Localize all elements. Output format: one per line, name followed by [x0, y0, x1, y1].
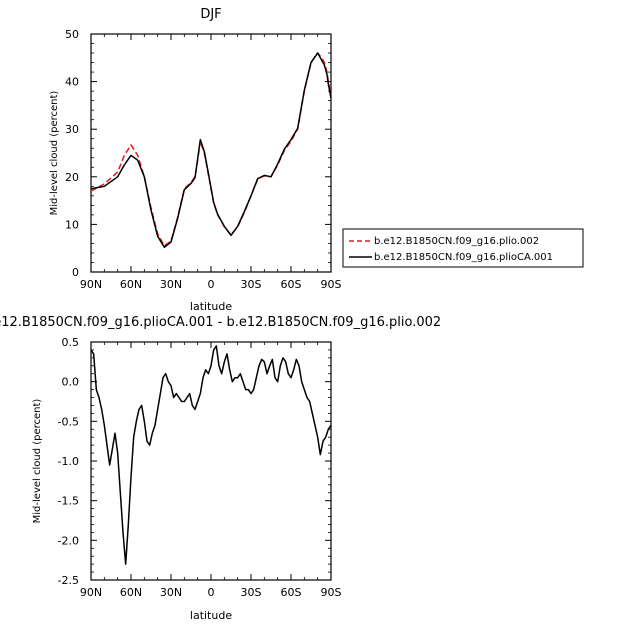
top-x-tick-label: 90S: [321, 278, 342, 291]
legend-box: [342, 228, 584, 268]
bottom-series-line-0: [90, 345, 332, 565]
top-plot-frame: [90, 33, 332, 273]
bottom-x-tick-label: 30N: [160, 586, 182, 599]
bottom-x-axis-label: latitude: [190, 609, 232, 622]
bottom-y-tick-label: 0.5: [62, 336, 80, 349]
bottom-y-tick-label: -1.0: [58, 455, 79, 468]
bottom-y-tick-label: -0.5: [58, 415, 79, 428]
top-x-tick-label: 60N: [120, 278, 142, 291]
bottom-chart-title: b.e12.B1850CN.f09_g16.plioCA.001 - b.e12…: [0, 315, 441, 330]
top-y-tick-label: 10: [65, 218, 79, 231]
bottom-x-tick-label: 60N: [120, 586, 142, 599]
top-x-tick-label: 60S: [281, 278, 302, 291]
bottom-y-tick-label: -2.0: [58, 534, 79, 547]
top-x-axis-label: latitude: [190, 300, 232, 313]
top-x-tick-label: 30N: [160, 278, 182, 291]
legend-label-plioCA-001: b.e12.B1850CN.f09_g16.plioCA.001: [374, 252, 553, 263]
bottom-chart-panel: b.e12.B1850CN.f09_g16.plioCA.001 - b.e12…: [0, 315, 441, 622]
top-y-tick-label: 50: [65, 28, 79, 41]
bottom-x-tick-label: 90S: [321, 586, 342, 599]
top-series-line-1: [90, 52, 332, 248]
top-y-tick-label: 30: [65, 123, 79, 136]
top-x-tick-label: 0: [208, 278, 215, 291]
bottom-x-tick-label: 0: [208, 586, 215, 599]
top-y-tick-label: 0: [72, 266, 79, 279]
legend: b.e12.B1850CN.f09_g16.plio.002 b.e12.B18…: [342, 228, 584, 268]
bottom-y-tick-label: 0.0: [62, 376, 80, 389]
top-axes: 90N 60N 30N 0 30S 60S 90S 0 10 20 30 40 50: [65, 28, 342, 291]
legend-label-plio-002: b.e12.B1850CN.f09_g16.plio.002: [374, 236, 539, 247]
top-y-tick-label: 20: [65, 171, 79, 184]
top-chart-title: DJF: [200, 7, 221, 22]
bottom-series-group: [90, 345, 332, 565]
top-y-axis-label: Mid-level cloud (percent): [49, 91, 60, 216]
top-series-group: [90, 52, 332, 248]
top-x-tick-label: 30S: [241, 278, 262, 291]
bottom-y-axis-label: Mid-level cloud (percent): [32, 399, 43, 524]
top-series-line-0: [90, 52, 332, 247]
top-chart-panel: DJF 90N 60N 30N 0 30S 60S 90S 0 10 20 30 40 50 latit…: [49, 7, 584, 313]
bottom-y-tick-label: -1.5: [58, 495, 79, 508]
top-y-tick-label: 40: [65, 76, 79, 89]
top-x-tick-label: 90N: [80, 278, 102, 291]
bottom-axes: 90N 60N 30N 0 30S 60S 90S -2.5 -2.0 -1.5 -1.0 -0.5 0…: [58, 336, 342, 599]
bottom-y-tick-label: -2.5: [58, 574, 79, 587]
bottom-x-tick-label: 60S: [281, 586, 302, 599]
bottom-x-tick-label: 90N: [80, 586, 102, 599]
bottom-x-tick-label: 30S: [241, 586, 262, 599]
